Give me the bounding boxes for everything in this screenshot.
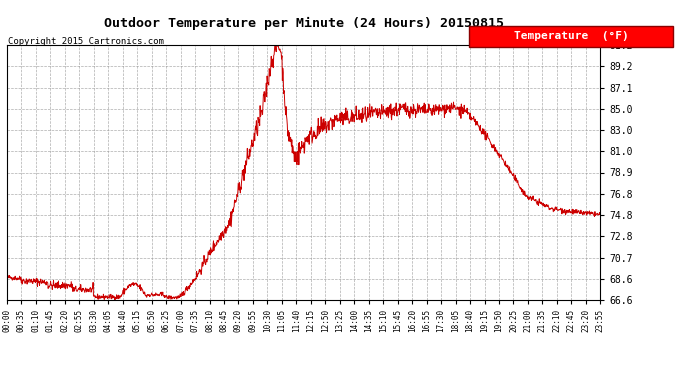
Text: Outdoor Temperature per Minute (24 Hours) 20150815: Outdoor Temperature per Minute (24 Hours… bbox=[104, 17, 504, 30]
Text: Copyright 2015 Cartronics.com: Copyright 2015 Cartronics.com bbox=[8, 38, 164, 46]
Text: Temperature  (°F): Temperature (°F) bbox=[514, 32, 629, 41]
